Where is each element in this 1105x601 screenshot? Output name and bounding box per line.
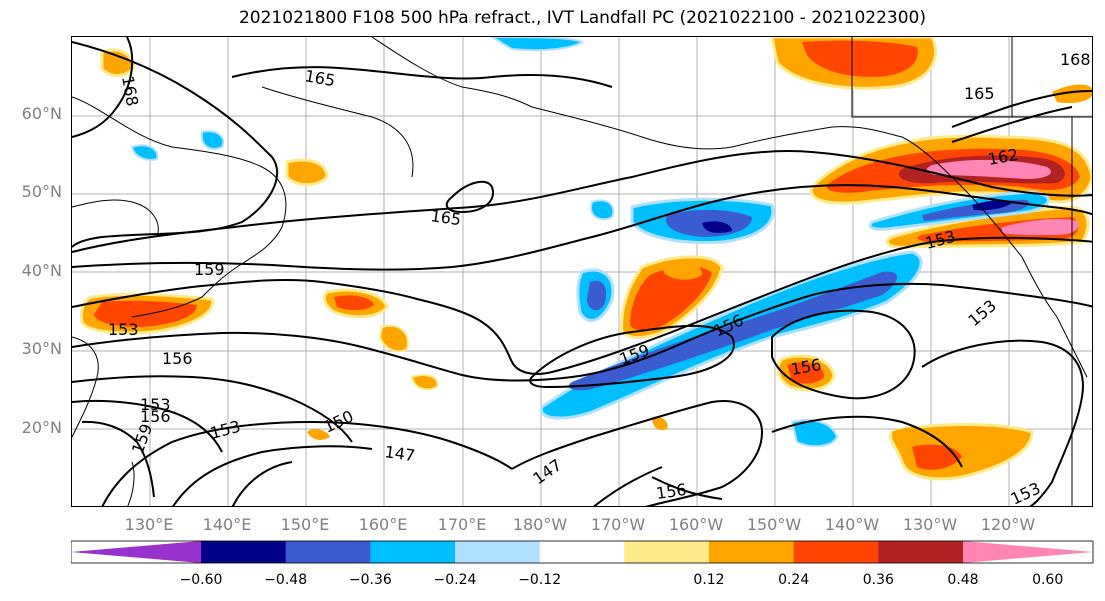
colorbar-tick-label: −0.24 (433, 572, 477, 588)
contours (72, 37, 1092, 506)
contour-label: 153 (964, 296, 1000, 330)
colorbar-segment (709, 541, 795, 563)
contour-label: 153 (140, 395, 171, 414)
map-panel: 165 168 165 165 168 162 159 153 153 156 … (71, 36, 1093, 507)
lon-label: 130°W (902, 515, 958, 534)
lon-label: 150°E (280, 515, 330, 534)
colorbar (71, 540, 1094, 564)
colorbar-tick-label: 0.60 (1032, 572, 1064, 588)
lon-label: 140°E (202, 515, 252, 534)
map-title: 2021021800 F108 500 hPa refract., IVT La… (238, 8, 926, 28)
colorbar-segment (878, 541, 964, 563)
contour-label: 147 (529, 455, 565, 488)
colorbar-segment (71, 541, 201, 563)
lat-label-40n: 40°N (21, 261, 62, 280)
lon-label: 120°W (980, 515, 1036, 534)
lon-label: 130°E (124, 515, 174, 534)
colorbar-tick-label: 0.48 (947, 572, 979, 588)
map-canvas: 165 168 165 165 168 162 159 153 153 156 … (72, 37, 1092, 507)
contour-label: 153 (1008, 478, 1044, 507)
lon-label: 160°E (358, 515, 408, 534)
contour-label: 153 (208, 417, 242, 443)
colorbar-tick-label: 0.36 (862, 572, 894, 588)
colorbar-segment (539, 541, 625, 563)
colorbar-segment (285, 541, 371, 563)
colorbar-tick-label: −0.12 (518, 572, 562, 588)
colorbar-segment (201, 541, 287, 563)
contour-label: 150 (321, 406, 357, 436)
colorbar-segment (624, 541, 710, 563)
colorbar-segment (370, 541, 456, 563)
contour-label: 159 (128, 421, 156, 456)
contour-label: 156 (655, 480, 688, 503)
contour-label: 165 (429, 206, 462, 229)
contour-label: 165 (964, 84, 995, 103)
lon-label: 150°W (746, 515, 802, 534)
colorbar-tick-label: −0.60 (179, 572, 223, 588)
contour-label: 147 (383, 442, 416, 465)
lon-label: 160°W (668, 515, 724, 534)
contour-label: 159 (194, 260, 225, 279)
lat-label-20n: 20°N (21, 418, 62, 437)
contour-label: 156 (162, 349, 193, 368)
contour-label: 153 (108, 320, 139, 339)
contour-label: 165 (303, 66, 336, 90)
colorbar-tick-label: −0.48 (264, 572, 308, 588)
contour-label: 168 (118, 74, 142, 107)
lon-label: 170°E (437, 515, 487, 534)
lat-label-50n: 50°N (21, 182, 62, 201)
colorbar-segment (793, 541, 879, 563)
lon-label: 140°W (824, 515, 880, 534)
colorbar-segment (963, 541, 1093, 563)
colorbar-tick-label: −0.36 (348, 572, 392, 588)
lat-label-30n: 30°N (21, 339, 62, 358)
shaded-field (80, 37, 1092, 481)
contour-label: 168 (1060, 50, 1091, 69)
lon-label: 170°W (590, 515, 646, 534)
colorbar-segment (455, 541, 541, 563)
contour-label: 156 (140, 407, 171, 426)
lon-label: 180°W (512, 515, 568, 534)
colorbar-tick-label: 0.24 (778, 572, 810, 588)
lat-label-60n: 60°N (21, 104, 62, 123)
colorbar-tick-label: 0.12 (693, 572, 725, 588)
